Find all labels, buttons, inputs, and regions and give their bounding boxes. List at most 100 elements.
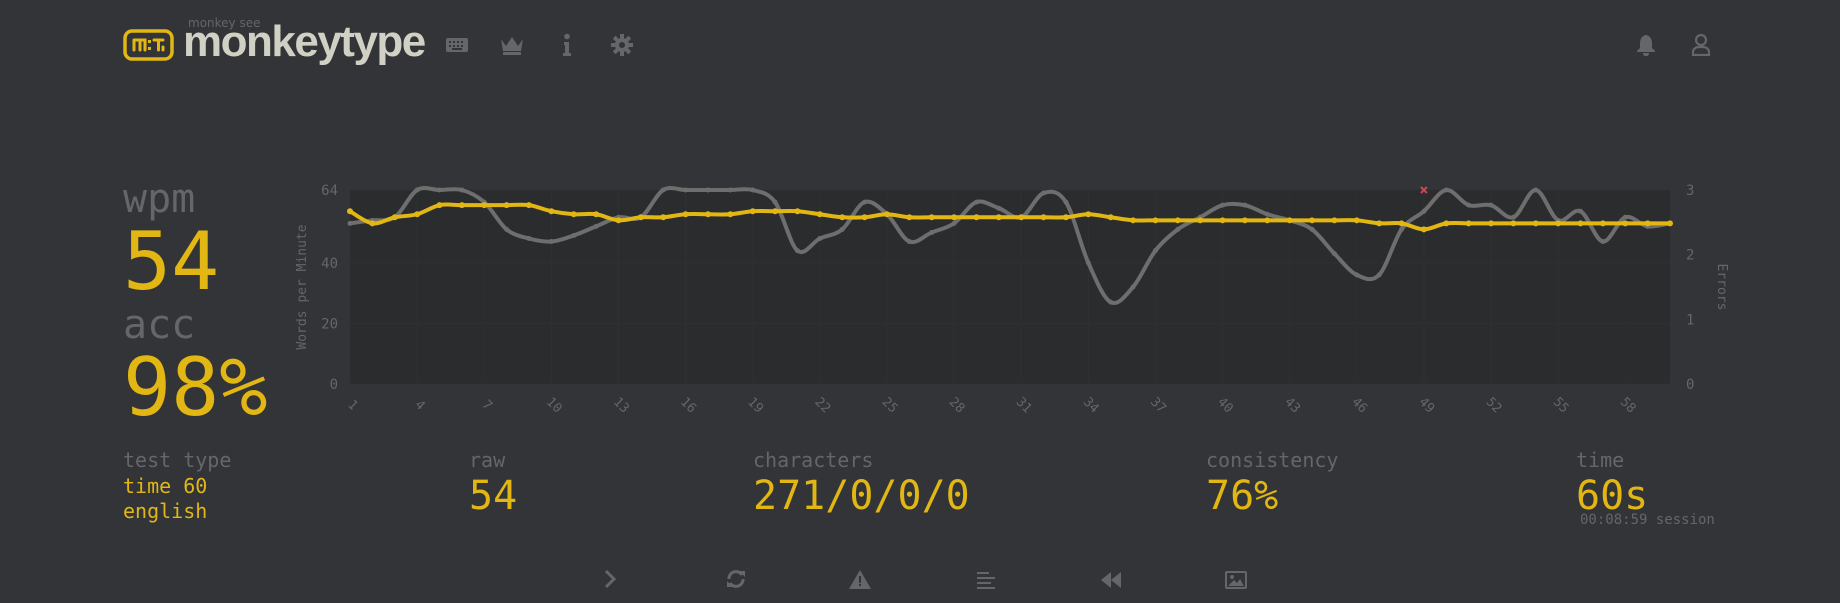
report-icon[interactable]	[843, 569, 877, 603]
x-tick-label: 25	[879, 395, 901, 417]
raw-point	[705, 187, 711, 193]
time-label: time	[1576, 448, 1625, 472]
wpm-point	[1018, 214, 1025, 221]
wpm-point	[458, 202, 465, 209]
wpm-point	[1555, 220, 1562, 227]
raw-point	[1108, 299, 1114, 305]
x-tick-label: 31	[1013, 395, 1035, 417]
wpm-point	[682, 211, 689, 218]
y2-axis-label: Errors	[1714, 264, 1729, 311]
wpm-point	[436, 202, 443, 209]
x-tick-label: 10	[543, 395, 565, 417]
time-value: 60s	[1576, 473, 1649, 519]
raw-point	[1175, 226, 1181, 232]
wpm-point	[1532, 220, 1539, 227]
gear-icon[interactable]	[608, 31, 636, 59]
wpm-point	[1040, 214, 1047, 221]
keyboard-icon[interactable]	[443, 31, 471, 59]
test-type-label: test type	[123, 448, 232, 472]
raw-point	[1354, 272, 1360, 278]
raw-point	[727, 187, 733, 193]
raw-point	[459, 187, 465, 193]
wpm-point	[1062, 214, 1069, 221]
wpm-point	[369, 220, 376, 227]
screenshot-icon[interactable]	[1219, 569, 1253, 603]
replay-icon[interactable]	[1094, 569, 1128, 603]
wpm-point	[1465, 220, 1472, 227]
logo-icon[interactable]	[123, 29, 174, 61]
x-tick-label: 58	[1617, 395, 1639, 417]
y-tick-label: 20	[321, 316, 338, 332]
y2-tick-label: 3	[1686, 183, 1694, 199]
raw-point	[1376, 272, 1382, 278]
wpm-point	[1667, 220, 1673, 227]
raw-point	[951, 220, 957, 226]
wpm-point	[749, 208, 756, 215]
info-icon[interactable]	[553, 31, 581, 59]
y-tick-label: 64	[321, 183, 338, 199]
wpm-point	[1420, 226, 1427, 233]
restart-icon[interactable]	[719, 569, 753, 603]
wpm-point	[1309, 217, 1316, 224]
words-history-icon[interactable]	[969, 569, 1003, 603]
raw-point	[750, 187, 756, 193]
wpm-point	[1174, 217, 1181, 224]
user-icon[interactable]	[1687, 31, 1715, 59]
characters-value: 271/0/0/0	[753, 473, 970, 519]
wpm-point	[391, 214, 398, 221]
x-tick-label: 7	[479, 397, 495, 413]
wpm-point	[615, 217, 622, 224]
wpm-point	[525, 202, 532, 209]
wpm-point	[973, 214, 980, 221]
wpm-point	[1622, 220, 1629, 227]
wpm-point	[883, 211, 890, 218]
error-marker	[1420, 186, 1428, 194]
x-tick-label: 4	[412, 397, 428, 413]
x-tick-label: 16	[677, 395, 699, 417]
raw-point	[1466, 202, 1472, 208]
wpm-point	[1286, 217, 1293, 224]
raw-point	[1533, 187, 1539, 193]
raw-point	[504, 226, 510, 232]
next-test-icon[interactable]	[593, 569, 627, 603]
raw-point	[1063, 199, 1069, 205]
raw-value: 54	[469, 473, 518, 519]
y-tick-label: 0	[330, 377, 338, 393]
wpm-label: wpm	[123, 176, 196, 222]
logo-title[interactable]: monkeytype	[183, 17, 426, 66]
x-tick-label: 55	[1550, 395, 1572, 417]
wpm-point	[1197, 217, 1204, 224]
wpm-point	[951, 214, 958, 221]
raw-point	[1399, 226, 1405, 232]
x-tick-label: 1	[344, 397, 360, 413]
x-tick-label: 46	[1348, 395, 1370, 417]
wpm-chart: 1 4 7 10 13 16 19 22 25 28 31 34 37 40 43 46 49 52 55 58020…	[295, 183, 1729, 417]
wpm-point	[1085, 211, 1092, 218]
wpm-point	[570, 211, 577, 218]
test-type-language: english	[123, 499, 208, 523]
wpm-point	[772, 208, 779, 215]
wpm-point	[1644, 220, 1651, 227]
raw-point	[1041, 190, 1047, 196]
wpm-point	[1241, 217, 1248, 224]
raw-point	[414, 187, 420, 193]
wpm-point	[1353, 217, 1360, 224]
y2-tick-label: 1	[1686, 312, 1694, 328]
test-type-mode: time 60	[123, 474, 208, 498]
wpm-point	[727, 211, 734, 218]
raw-point	[1152, 248, 1158, 254]
y-tick-label: 40	[321, 256, 338, 272]
raw-point	[1488, 202, 1494, 208]
raw-label: raw	[469, 448, 506, 472]
wpm-point	[1510, 220, 1517, 227]
wpm-point	[481, 202, 488, 209]
crown-icon[interactable]	[498, 31, 526, 59]
raw-point	[862, 199, 868, 205]
y2-tick-label: 2	[1686, 248, 1694, 264]
x-tick-label: 52	[1483, 395, 1505, 417]
raw-point	[973, 199, 979, 205]
raw-point	[772, 199, 778, 205]
bell-icon[interactable]	[1632, 31, 1660, 59]
acc-value: 98%	[123, 341, 268, 434]
acc-label: acc	[123, 302, 196, 348]
